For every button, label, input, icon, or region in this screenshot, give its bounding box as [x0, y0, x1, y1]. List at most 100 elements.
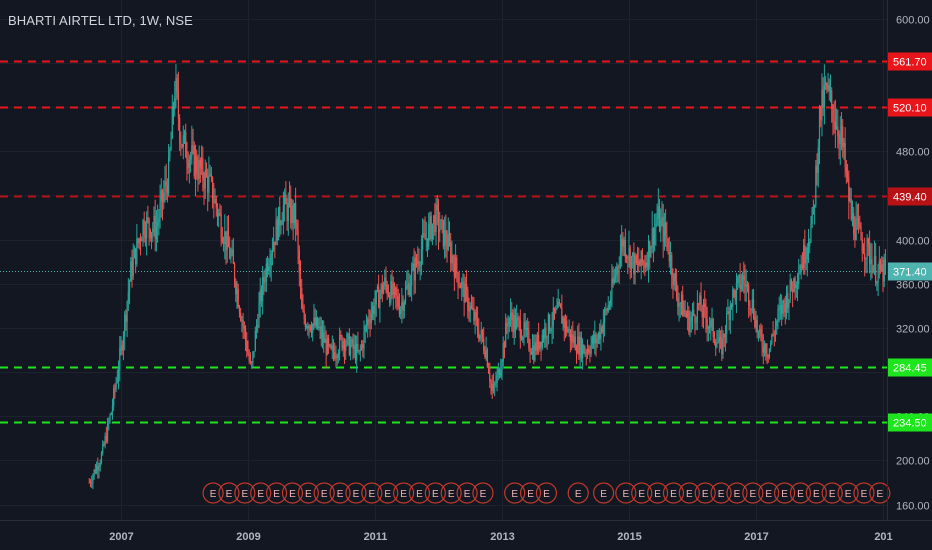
candle-body [139, 238, 142, 242]
earnings-marker[interactable]: E [202, 482, 224, 504]
candle-body [95, 465, 98, 473]
earnings-marker[interactable]: E [456, 482, 478, 504]
earnings-marker[interactable]: E [631, 482, 653, 504]
candle-body [215, 198, 217, 208]
candle-body [798, 274, 800, 285]
candle-body [177, 91, 179, 118]
candle-body [122, 336, 125, 351]
earnings-marker[interactable]: E [710, 482, 732, 504]
earnings-marker[interactable]: E [726, 482, 748, 504]
candle-body [882, 264, 884, 282]
candle-body [676, 281, 678, 298]
candle-body [204, 170, 206, 189]
candle-body [738, 275, 740, 278]
candle-body [157, 222, 159, 227]
earnings-marker[interactable]: E [440, 482, 462, 504]
earnings-marker-label: E [527, 489, 534, 500]
candle-body [103, 444, 105, 446]
candle-body [340, 335, 342, 337]
earnings-marker[interactable]: E [615, 482, 637, 504]
candle-body [645, 262, 647, 268]
earnings-marker[interactable]: E [646, 482, 669, 504]
level-price-tag [888, 187, 932, 206]
candle-body [688, 311, 690, 333]
candles [88, 64, 887, 490]
candle-body [202, 157, 204, 180]
candle-body [816, 165, 818, 173]
earnings-marker[interactable]: E [694, 482, 716, 504]
candle-body [275, 219, 277, 245]
earnings-marker[interactable]: E [392, 482, 415, 504]
candle-body [572, 334, 574, 343]
earnings-marker[interactable]: E [678, 482, 700, 504]
earnings-marker[interactable]: E [329, 482, 351, 504]
earnings-marker[interactable]: E [424, 482, 446, 504]
earnings-marker[interactable]: E [472, 482, 494, 504]
candle-body [376, 286, 379, 291]
earnings-marker[interactable]: E [662, 482, 685, 504]
earnings-marker[interactable]: E [821, 482, 843, 504]
horizontal-levels[interactable] [0, 60, 887, 424]
earnings-marker[interactable]: E [805, 482, 827, 504]
candle-body [611, 278, 613, 300]
candle-body [509, 312, 512, 319]
earnings-marker-circle [535, 482, 558, 504]
candle-body [613, 276, 615, 283]
time-axis[interactable]: 2007 2009 2011 2013 2015 2017 201 [109, 531, 892, 543]
candle-body [619, 251, 622, 267]
candle-body [767, 354, 769, 357]
candle-body [535, 342, 537, 351]
earnings-marker[interactable]: E [758, 482, 780, 504]
earnings-marker[interactable]: E [869, 482, 891, 504]
candle-body [214, 198, 216, 203]
earnings-marker[interactable]: E [773, 482, 796, 504]
earnings-marker[interactable]: E [281, 482, 304, 504]
candle-body [785, 292, 788, 313]
candle-body [566, 320, 568, 333]
candle-body [363, 331, 365, 349]
earnings-marker[interactable]: E [742, 482, 764, 504]
candle-body [104, 435, 106, 446]
candle-body [128, 281, 131, 292]
earnings-marker[interactable]: E [234, 482, 256, 504]
candle-body [208, 174, 210, 193]
candle-body [472, 307, 474, 309]
candle-body [748, 285, 750, 306]
candle-body [382, 286, 385, 294]
candle-body [512, 320, 514, 333]
earnings-marker[interactable]: E [853, 482, 875, 504]
earnings-marker[interactable]: E [265, 482, 288, 504]
earnings-marker[interactable]: E [592, 482, 615, 504]
candle-body [191, 145, 193, 157]
earnings-marker[interactable]: E [377, 482, 399, 504]
candle-body [754, 316, 756, 327]
earnings-marker[interactable]: E [535, 482, 558, 504]
candle-body [766, 354, 768, 356]
candle-body [248, 354, 250, 361]
candle-body [721, 338, 723, 355]
earnings-marker[interactable]: E [519, 482, 542, 504]
earnings-marker[interactable]: E [297, 482, 319, 504]
candle-body [539, 341, 541, 350]
earnings-marker[interactable]: E [504, 482, 526, 504]
earnings-marker[interactable]: E [361, 482, 383, 504]
earnings-marker[interactable]: E [345, 482, 367, 504]
candle-body [125, 314, 127, 323]
candle-body [318, 326, 320, 329]
earnings-marker[interactable]: E [567, 482, 589, 504]
earnings-marker[interactable]: E [250, 482, 272, 504]
candle-body [628, 247, 630, 259]
earnings-marker[interactable]: E [408, 482, 431, 504]
candle-body [351, 338, 353, 345]
earnings-marker[interactable]: E [218, 482, 240, 504]
candle-body [301, 287, 303, 309]
earnings-marker[interactable]: E [789, 482, 812, 504]
candle-body [498, 368, 501, 377]
earnings-marker[interactable]: E [313, 482, 335, 504]
earnings-marker[interactable]: E [837, 482, 859, 504]
y-tick-label: 600.00 [896, 15, 930, 27]
candle-body [777, 310, 779, 322]
candle-body [654, 228, 656, 245]
